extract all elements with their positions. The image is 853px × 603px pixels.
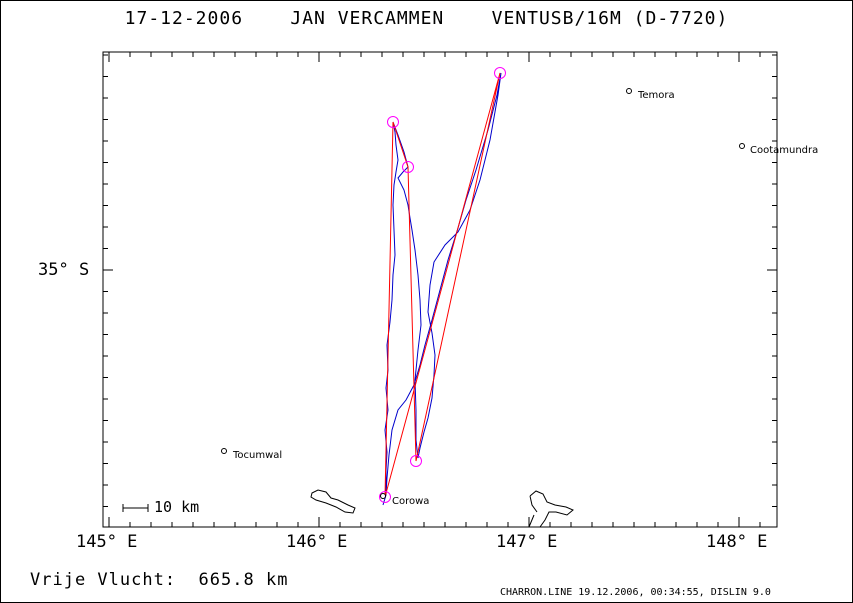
x-tick-label: 148° E [706, 532, 768, 552]
scale-bar-label: 10 km [154, 498, 200, 516]
task-line [384, 72, 501, 498]
distance-value: 665.8 km [198, 570, 289, 590]
lake-outline [310, 489, 356, 514]
y-tick-label: 35° S [38, 260, 90, 280]
turnpoint-marker [379, 491, 391, 503]
turnpoints [379, 67, 506, 503]
distance-readout: Vrije Vlucht: 665.8 km [30, 570, 288, 590]
x-tick-label: 147° E [496, 532, 558, 552]
map-border [102, 51, 778, 528]
town-label: Cootamundra [750, 145, 819, 156]
town-marker [221, 448, 227, 454]
turnpoint-marker [410, 455, 422, 467]
scale-bar [122, 504, 149, 512]
turnpoint-marker [387, 116, 399, 128]
towns [221, 88, 745, 499]
x-tick-label: 145° E [76, 532, 138, 552]
town-marker [380, 493, 386, 499]
town-label: Tocumwal [233, 450, 283, 461]
flight-title: 17-12-2006 JAN VERCAMMEN VENTUSB/16M (D-… [124, 8, 729, 29]
town-label: Temora [638, 90, 675, 101]
lake-outline-2 [528, 490, 574, 528]
axis-ticks [103, 52, 777, 527]
town-marker [626, 88, 632, 94]
distance-label: Vrije Vlucht: [30, 570, 177, 590]
town-label: Corowa [392, 496, 430, 507]
turnpoint-marker [402, 161, 414, 173]
footer-text: CHARRON.LINE 19.12.2006, 00:34:55, DISLI… [500, 587, 771, 598]
x-tick-label: 146° E [286, 532, 348, 552]
town-marker [739, 143, 745, 149]
turnpoint-marker [494, 67, 506, 79]
